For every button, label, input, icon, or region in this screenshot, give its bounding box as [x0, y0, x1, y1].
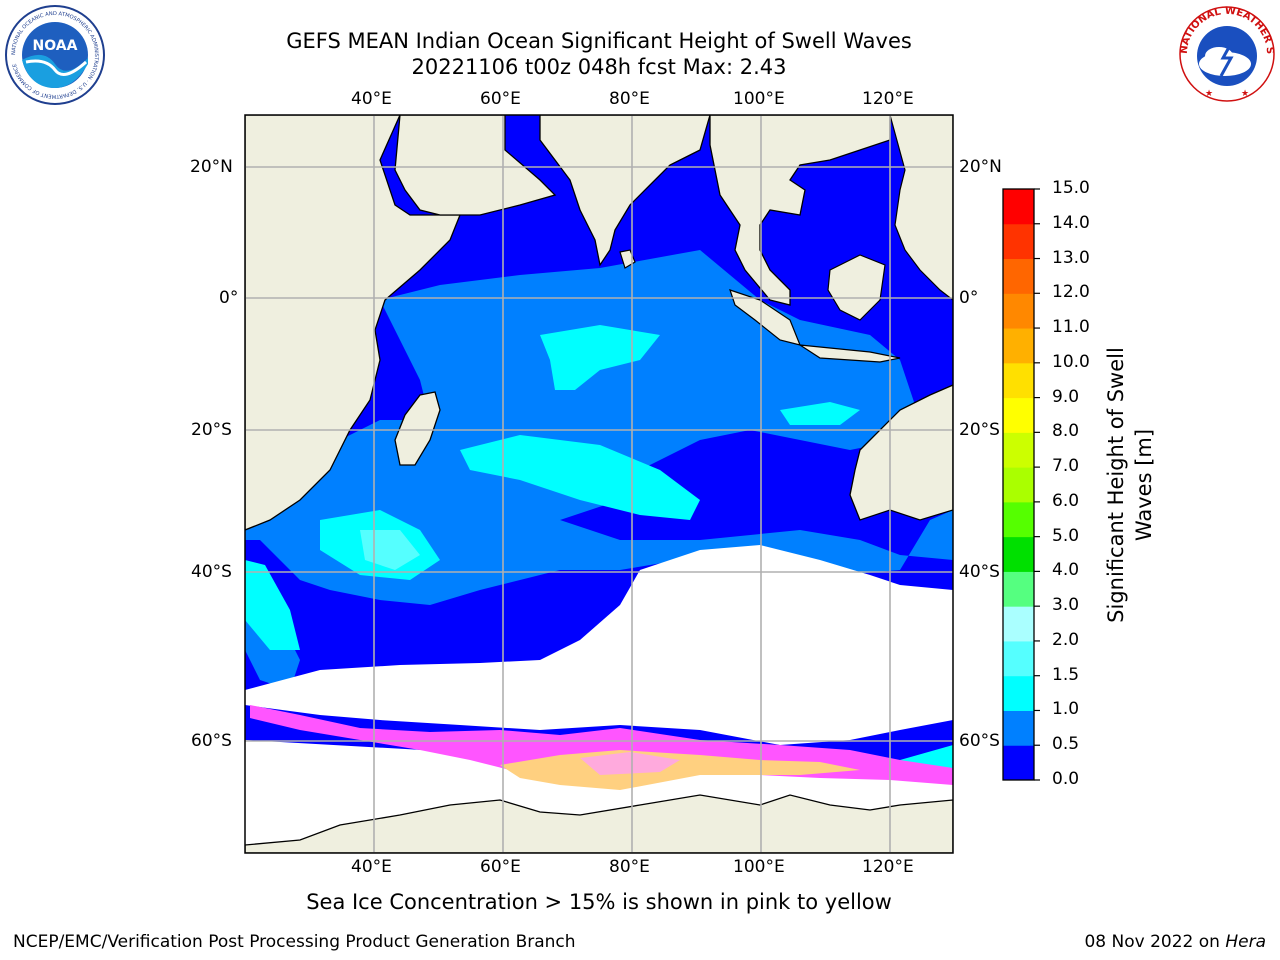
swell-band-1-0e	[245, 560, 300, 650]
lat-tick-right: 40°S	[959, 562, 1000, 582]
colorbar-swatch	[1003, 501, 1034, 538]
footer-date: 08 Nov 2022 on Hera	[1084, 932, 1266, 952]
nws-logo: NATIONAL WEATHER SERVICE ★ ★	[1175, 4, 1275, 102]
lon-tick-bottom: 80°E	[609, 857, 650, 877]
colorbar-label: Significant Height of Swell Waves [m]	[1104, 347, 1156, 623]
colorbar-tick-label: 11.0	[1052, 317, 1090, 338]
colorbar-tick-label: 9.0	[1052, 386, 1080, 407]
lon-tick-top: 100°E	[733, 89, 785, 109]
map-plot-area	[245, 115, 953, 853]
swell-band-1-5	[360, 530, 420, 570]
lon-tick-top: 40°E	[351, 89, 392, 109]
colorbar-tick-label: 5.0	[1052, 525, 1080, 546]
noaa-logo: NATIONAL OCEANIC AND ATMOSPHERIC ADMINIS…	[5, 5, 105, 105]
colorbar-swatch	[1003, 745, 1034, 781]
swell-band-0-5	[245, 250, 953, 605]
lon-tick-bottom: 100°E	[733, 857, 785, 877]
colorbar-tick-label: 7.0	[1052, 456, 1080, 477]
colorbar-frame	[1002, 188, 1035, 781]
colorbar-swatch	[1003, 432, 1034, 468]
antarctica-land	[245, 794, 953, 853]
lon-gridlines	[373, 115, 891, 853]
lat-tick-left: 40°S	[191, 562, 232, 582]
colorbar-tick-label: 1.5	[1052, 664, 1080, 685]
colorbar-tick-label: 0.5	[1052, 734, 1080, 755]
sea-ice-note: Sea Ice Concentration > 15% is shown in …	[306, 890, 892, 914]
sea-ice-inner	[580, 752, 680, 775]
colorbar-tick-label: 10.0	[1052, 351, 1090, 372]
lat-tick-right: 20°S	[959, 420, 1000, 440]
swell-band-1-0c	[780, 402, 860, 425]
colorbar-tick-label: 4.0	[1052, 560, 1080, 581]
chart-subtitle: 20221106 t00z 048h fcst Max: 2.43	[411, 55, 787, 79]
colorbar-tick-label: 8.0	[1052, 421, 1080, 442]
colorbar-swatch	[1003, 571, 1034, 607]
lat-tick-left: 20°N	[190, 157, 233, 177]
colorbar-swatch	[1003, 536, 1034, 572]
colorbar-swatch	[1003, 467, 1034, 503]
svg-text:NOAA: NOAA	[33, 38, 78, 54]
lat-gridlines	[245, 166, 953, 742]
lon-tick-bottom: 120°E	[862, 857, 914, 877]
lon-tick-bottom: 40°E	[351, 857, 392, 877]
swell-band-1-0b	[540, 325, 660, 390]
svg-text:★: ★	[1205, 89, 1213, 99]
colorbar-tick-label: 6.0	[1052, 490, 1080, 511]
colorbar-tick-label: 12.0	[1052, 282, 1090, 303]
lat-tick-right: 20°N	[959, 157, 1002, 177]
lat-tick-right: 0°	[959, 288, 979, 308]
map-frame	[244, 114, 954, 854]
colorbar-swatch	[1003, 258, 1034, 294]
lat-tick-left: 20°S	[191, 420, 232, 440]
lon-tick-bottom: 60°E	[480, 857, 521, 877]
madagascar-land	[394, 391, 441, 466]
lat-tick-left: 60°S	[191, 731, 232, 751]
lon-tick-top: 60°E	[480, 89, 521, 109]
colorbar-swatch	[1003, 362, 1034, 399]
colorbar-tick-label: 0.0	[1052, 769, 1080, 789]
lon-tick-top: 80°E	[609, 89, 650, 109]
sumatra-land	[729, 289, 801, 346]
colorbar-swatch	[1003, 397, 1034, 433]
footer-host: Hera	[1225, 932, 1266, 952]
colorbar-tick-label: 13.0	[1052, 247, 1090, 268]
lat-tick-right: 60°S	[959, 731, 1000, 751]
svg-text:★: ★	[1241, 89, 1249, 99]
australia-land	[849, 384, 953, 521]
colorbar-swatch	[1003, 675, 1034, 711]
colorbar-swatch	[1003, 640, 1034, 677]
colorbar	[1003, 188, 1040, 781]
no-data-band-south	[245, 545, 953, 745]
chart-title: GEFS MEAN Indian Ocean Significant Heigh…	[286, 29, 912, 53]
footer-credit: NCEP/EMC/Verification Post Processing Pr…	[13, 932, 576, 952]
lon-tick-top: 120°E	[862, 89, 914, 109]
colorbar-swatch	[1003, 328, 1034, 364]
colorbar-swatch	[1003, 189, 1034, 225]
colorbar-swatch	[1003, 223, 1034, 260]
swell-band-1-0	[460, 435, 700, 520]
colorbar-swatch	[1003, 606, 1034, 642]
colorbar-tick-label: 3.0	[1052, 595, 1080, 616]
lat-tick-left: 0°	[219, 288, 239, 308]
colorbar-swatch	[1003, 710, 1034, 746]
se-asia-land	[709, 115, 891, 306]
colorbar-swatch	[1003, 293, 1034, 329]
colorbar-tick-label: 15.0	[1052, 178, 1090, 198]
borneo-land	[827, 254, 886, 321]
colorbar-tick-label: 14.0	[1052, 212, 1090, 233]
arabia-land	[394, 115, 557, 216]
colorbar-tick-label: 1.0	[1052, 699, 1080, 720]
colorbar-tick-label: 2.0	[1052, 629, 1080, 650]
philippines-sulawesi-land	[889, 115, 953, 301]
africa-land	[245, 115, 461, 531]
